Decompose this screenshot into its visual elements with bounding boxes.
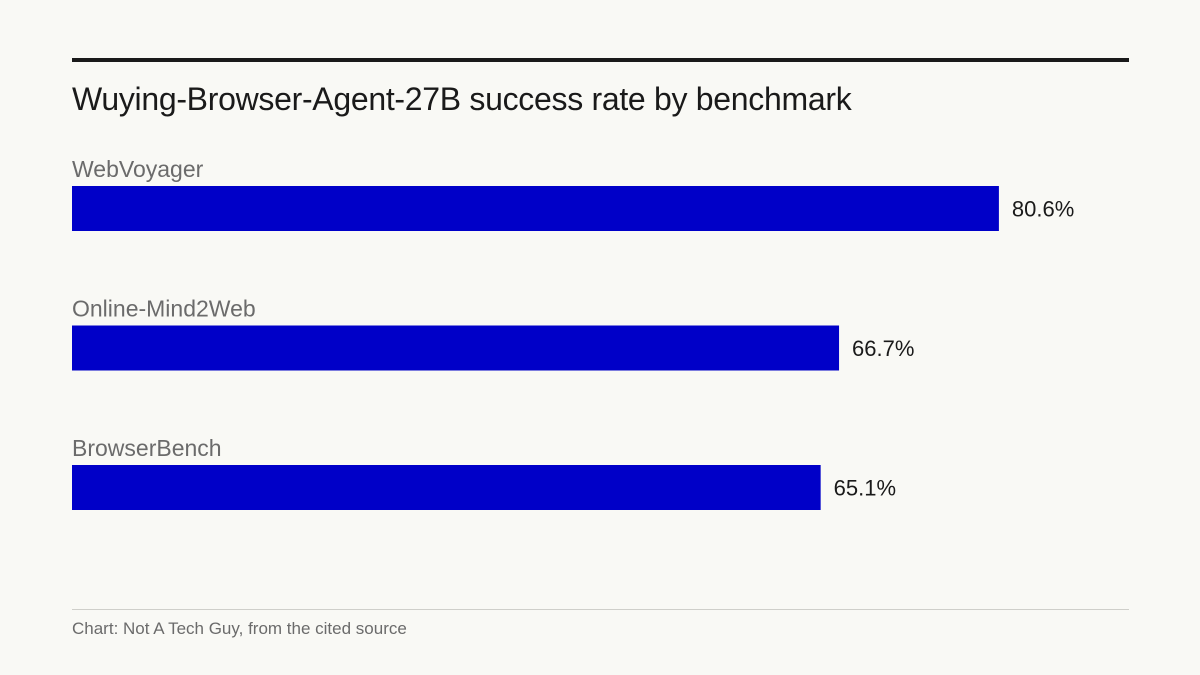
value-label: 65.1%: [834, 476, 896, 501]
chart-title: Wuying-Browser-Agent-27B success rate by…: [72, 81, 852, 117]
category-label: BrowserBench: [72, 435, 222, 461]
value-label: 80.6%: [1012, 197, 1074, 222]
bar-chart: WebVoyager 80.6% Online-Mind2Web 66.7% Brows…: [72, 156, 1074, 510]
value-label: 66.7%: [852, 336, 914, 361]
category-label: WebVoyager: [72, 156, 204, 182]
bar: [72, 325, 840, 371]
bar: [72, 465, 821, 510]
top-rule: [72, 58, 1129, 62]
source-note: Chart: Not A Tech Guy, from the cited so…: [72, 619, 407, 638]
category-label: Online-Mind2Web: [72, 296, 256, 322]
bar: [72, 186, 999, 231]
bottom-rule: [72, 609, 1129, 610]
